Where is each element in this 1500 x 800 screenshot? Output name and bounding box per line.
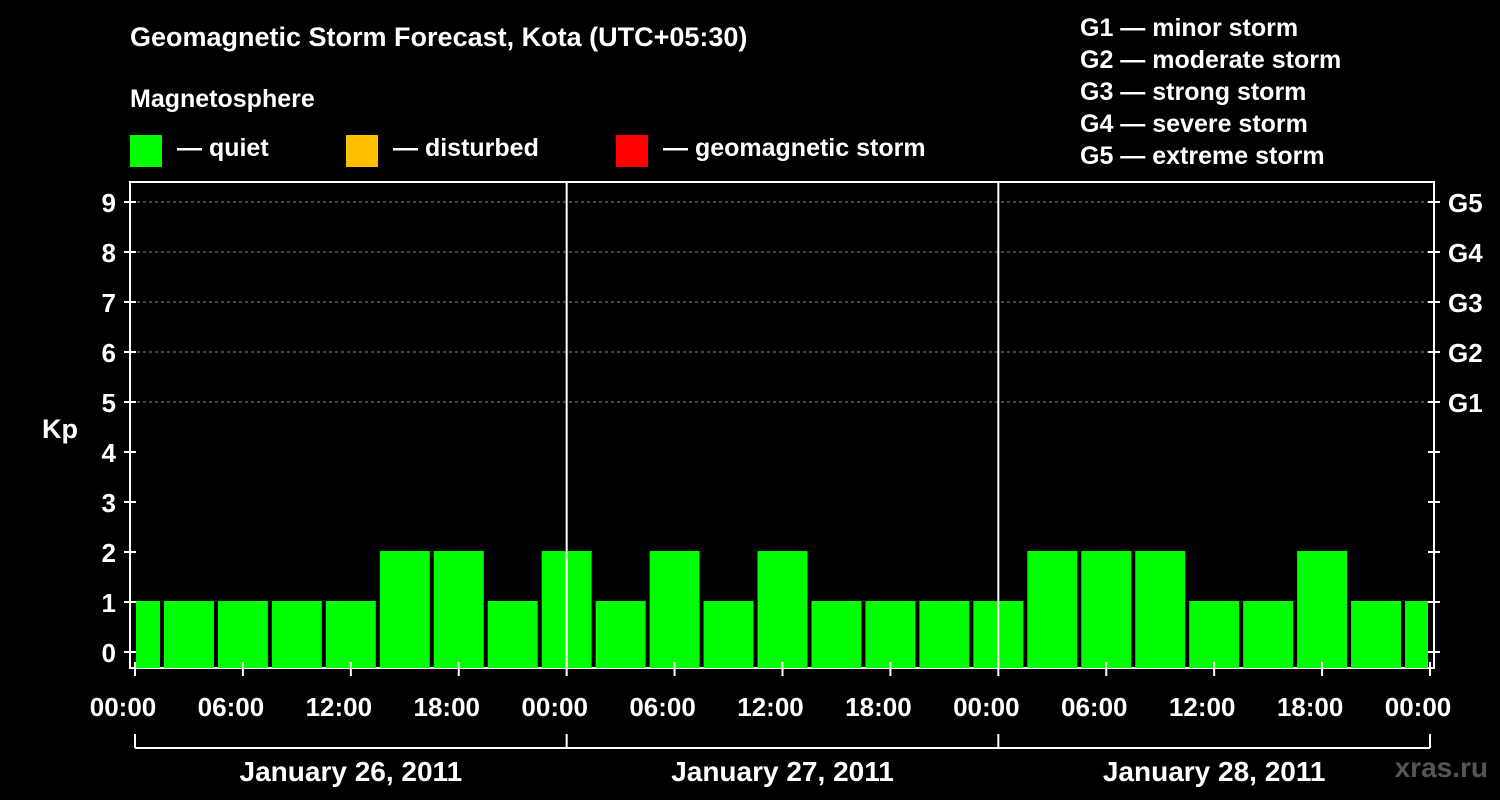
day-label: January 28, 2011 [1103, 756, 1326, 787]
y-tick-label: 2 [102, 538, 116, 568]
chart-title: Geomagnetic Storm Forecast, Kota (UTC+05… [130, 22, 748, 52]
x-tick-label: 06:00 [629, 692, 696, 722]
x-tick-label: 00:00 [953, 692, 1020, 722]
x-tick-label: 18:00 [1277, 692, 1344, 722]
y-tick-label: 6 [102, 338, 116, 368]
y-tick-label: 0 [102, 638, 116, 668]
storm-level-axis-label: G2 [1448, 338, 1483, 368]
kp-bar [217, 601, 268, 668]
x-tick-label: 06:00 [198, 692, 265, 722]
kp-bar [1027, 551, 1078, 668]
storm-level-axis-label: G1 [1448, 388, 1483, 418]
x-tick-label: 12:00 [737, 692, 804, 722]
kp-bar [811, 601, 862, 668]
kp-bar [757, 551, 808, 668]
y-tick-label: 8 [102, 238, 116, 268]
y-tick-label: 7 [102, 288, 116, 318]
day-label: January 26, 2011 [240, 756, 463, 787]
y-tick-label: 3 [102, 488, 116, 518]
x-tick-label: 18:00 [414, 692, 481, 722]
legend-swatch-disturbed [346, 135, 378, 167]
kp-bar [649, 551, 700, 668]
x-tick-label: 00:00 [521, 692, 588, 722]
kp-bar [433, 551, 484, 668]
kp-bar [487, 601, 538, 668]
y-tick-label: 4 [102, 438, 117, 468]
legend-label-storm: — geomagnetic storm [663, 134, 926, 162]
x-tick-label: 00:00 [1385, 692, 1452, 722]
day-label: January 27, 2011 [671, 756, 894, 787]
storm-level-axis-label: G5 [1448, 188, 1483, 218]
y-tick-label: 5 [102, 388, 116, 418]
kp-bar [1081, 551, 1132, 668]
storm-level-axis-label: G3 [1448, 288, 1483, 318]
kp-bar [379, 551, 430, 668]
magnetosphere-label: Magnetosphere [130, 85, 315, 113]
legend-swatch-quiet [130, 135, 162, 167]
kp-bar [1135, 551, 1186, 668]
y-tick-label: 9 [102, 188, 116, 218]
kp-bar [271, 601, 322, 668]
kp-bar [325, 601, 376, 668]
y-axis-label: Kp [42, 414, 78, 444]
kp-bar [1405, 601, 1428, 668]
legend-label-disturbed: — disturbed [393, 134, 539, 162]
storm-level-g1: G1 — minor storm [1080, 14, 1299, 42]
x-tick-label: 18:00 [845, 692, 912, 722]
kp-bar [1189, 601, 1240, 668]
watermark: xras.ru [1394, 752, 1488, 783]
storm-level-g3: G3 — strong storm [1080, 78, 1307, 106]
kp-bar [163, 601, 214, 668]
x-tick-label: 12:00 [306, 692, 373, 722]
y-tick-label: 1 [102, 588, 116, 618]
storm-level-axis-label: G4 [1448, 238, 1483, 268]
kp-bar [1243, 601, 1294, 668]
storm-level-g2: G2 — moderate storm [1080, 46, 1342, 74]
x-tick-label: 12:00 [1169, 692, 1236, 722]
kp-bar [1297, 551, 1348, 668]
kp-bar [595, 601, 646, 668]
storm-level-g5: G5 — extreme storm [1080, 142, 1325, 170]
storm-level-g4: G4 — severe storm [1080, 110, 1308, 138]
legend-label-quiet: — quiet [177, 134, 269, 162]
kp-bar [136, 601, 160, 668]
legend-swatch-storm [616, 135, 648, 167]
kp-bar [919, 601, 970, 668]
x-tick-label: 00:00 [90, 692, 157, 722]
kp-bar [1351, 601, 1402, 668]
kp-bar [865, 601, 916, 668]
kp-bar [703, 601, 754, 668]
x-tick-label: 06:00 [1061, 692, 1128, 722]
